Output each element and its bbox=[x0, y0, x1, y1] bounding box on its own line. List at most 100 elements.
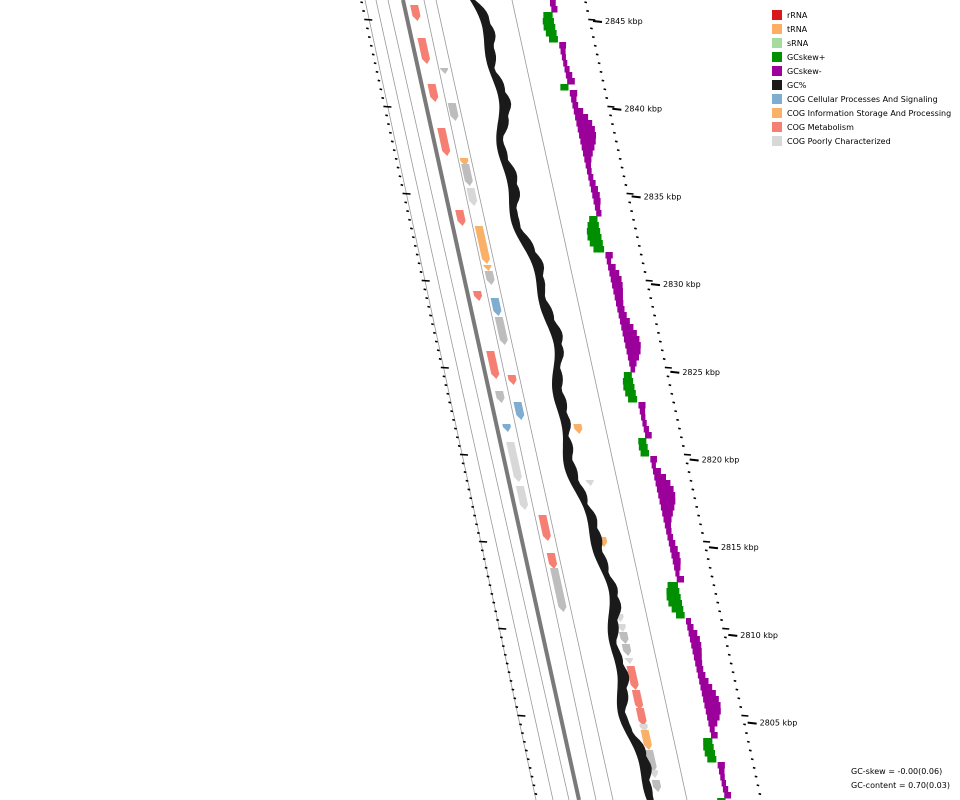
scale-tick bbox=[658, 340, 662, 343]
gc-skew-negative-bar bbox=[551, 6, 558, 13]
gc-skew-negative-bar bbox=[674, 564, 681, 571]
gc-skew-positive-bar bbox=[717, 798, 726, 800]
scale-tick bbox=[674, 410, 678, 413]
gene-arrow bbox=[651, 780, 662, 792]
tick-label: 2815 kbp bbox=[721, 543, 759, 552]
scale-tick bbox=[672, 401, 676, 404]
gc-skew-negative-bar bbox=[701, 690, 716, 697]
gc-skew-positive-bar bbox=[667, 582, 679, 589]
inner-scale-tick bbox=[488, 584, 492, 587]
scale-tick bbox=[752, 766, 756, 769]
scale-tick bbox=[708, 566, 712, 569]
legend-label: rRNA bbox=[787, 10, 808, 20]
gc-skew-negative-bar bbox=[594, 204, 601, 211]
gc-skew-stat: GC-skew = -0.00(0.06) bbox=[851, 767, 943, 776]
gc-skew-negative-bar bbox=[672, 558, 681, 565]
gc-skew-negative-bar bbox=[670, 546, 678, 553]
scale-tick bbox=[607, 105, 615, 108]
gc-content-track bbox=[470, 0, 654, 800]
gc-skew-negative-bar bbox=[667, 534, 674, 541]
gc-skew-track bbox=[542, 0, 732, 800]
inner-scale-tick bbox=[417, 262, 421, 265]
gc-skew-negative-bar bbox=[586, 168, 592, 175]
gc-skew-negative-bar bbox=[638, 402, 646, 409]
gc-skew-negative-bar bbox=[660, 504, 675, 511]
gc-skew-negative-bar bbox=[608, 264, 616, 271]
gc-skew-negative-bar bbox=[717, 762, 725, 769]
inner-scale-tick bbox=[413, 244, 417, 247]
inner-scale-tick bbox=[446, 392, 450, 395]
scale-tick bbox=[597, 62, 601, 65]
gc-skew-negative-bar bbox=[676, 576, 685, 583]
scale-tick bbox=[586, 9, 590, 13]
scale-tick bbox=[693, 497, 697, 500]
gc-skew-positive-bar bbox=[640, 450, 649, 457]
inner-scale-tick bbox=[528, 766, 532, 769]
gc-skew-negative-bar bbox=[613, 288, 623, 295]
scale-tick bbox=[718, 610, 722, 613]
gc-skew-negative-bar bbox=[654, 474, 666, 481]
gc-skew-negative-bar bbox=[708, 720, 718, 727]
inner-scale-tick bbox=[465, 479, 469, 482]
inner-scale-tick bbox=[467, 488, 471, 491]
scale-tick bbox=[588, 18, 596, 21]
gc-skew-negative-bar bbox=[641, 414, 646, 421]
inner-scale-tick bbox=[404, 201, 408, 204]
tick-labels: 2845 kbp 2840 kbp 2835 kbp 2830 kbp 2825 kbp… bbox=[592, 17, 797, 728]
legend-swatch bbox=[772, 24, 782, 34]
scale-tick bbox=[733, 679, 737, 682]
legend-swatch bbox=[772, 38, 782, 48]
gc-skew-negative-bar bbox=[590, 186, 598, 193]
inner-scale-tick bbox=[367, 36, 371, 39]
gc-skew-positive-bar bbox=[586, 228, 601, 235]
inner-scale-tick bbox=[534, 792, 538, 796]
inner-scale-tick bbox=[371, 53, 375, 56]
scale-tick bbox=[603, 88, 607, 91]
scale-tick bbox=[637, 244, 641, 247]
gc-skew-positive-bar bbox=[622, 378, 634, 385]
gc-skew-negative-bar bbox=[580, 138, 596, 145]
scale-tick bbox=[714, 592, 718, 595]
legend-swatch bbox=[772, 108, 782, 118]
gene-arrow bbox=[461, 164, 473, 186]
scale-tick bbox=[618, 157, 622, 160]
inner-scale-tick bbox=[477, 531, 480, 535]
inner-scale-tick bbox=[480, 549, 484, 552]
scale-tick bbox=[727, 653, 731, 656]
scale-tick bbox=[685, 462, 689, 465]
legend-item-gcskew-plus: GCskew+ bbox=[772, 50, 951, 64]
gc-skew-positive-bar bbox=[638, 444, 648, 451]
gc-skew-negative-bar bbox=[619, 318, 630, 325]
inner-scale-tick bbox=[484, 566, 488, 569]
gc-skew-negative-bar bbox=[614, 294, 623, 301]
gc-skew-negative-bar bbox=[559, 42, 567, 49]
inner-scale-tick bbox=[482, 558, 486, 561]
inner-scale-tick bbox=[503, 653, 507, 656]
inner-scale-tick bbox=[455, 436, 459, 439]
gc-skew-positive-bar bbox=[628, 396, 638, 403]
legend-label: GCskew- bbox=[787, 66, 822, 76]
inner-scale-tick bbox=[459, 453, 469, 456]
gc-skew-negative-bar bbox=[569, 90, 578, 97]
inner-scale-tick bbox=[494, 610, 498, 613]
scale-tick bbox=[660, 349, 664, 352]
gene-arrow bbox=[546, 553, 558, 569]
gene-arrow bbox=[437, 128, 451, 156]
scale-tick bbox=[622, 175, 626, 178]
inner-scale-tick bbox=[498, 627, 507, 630]
legend-label: COG Metabolism bbox=[787, 122, 854, 132]
gc-skew-negative-bar bbox=[720, 774, 725, 781]
scale-tick bbox=[743, 723, 746, 726]
inner-scale-tick bbox=[511, 688, 515, 691]
gene-arrow bbox=[573, 424, 583, 434]
gc-skew-negative-bar bbox=[596, 210, 602, 217]
gc-skew-negative-bar bbox=[700, 684, 713, 691]
tick-label-mark bbox=[631, 195, 641, 199]
gc-skew-negative-bar bbox=[721, 780, 727, 787]
genome-stats: GC-skew = -0.00(0.06) GC-content = 0.70(… bbox=[851, 765, 950, 793]
gene-arrow bbox=[440, 68, 449, 74]
inner-scale-tick bbox=[419, 270, 423, 274]
inner-scale-tick bbox=[515, 705, 519, 709]
tick-label-mark bbox=[670, 370, 680, 374]
